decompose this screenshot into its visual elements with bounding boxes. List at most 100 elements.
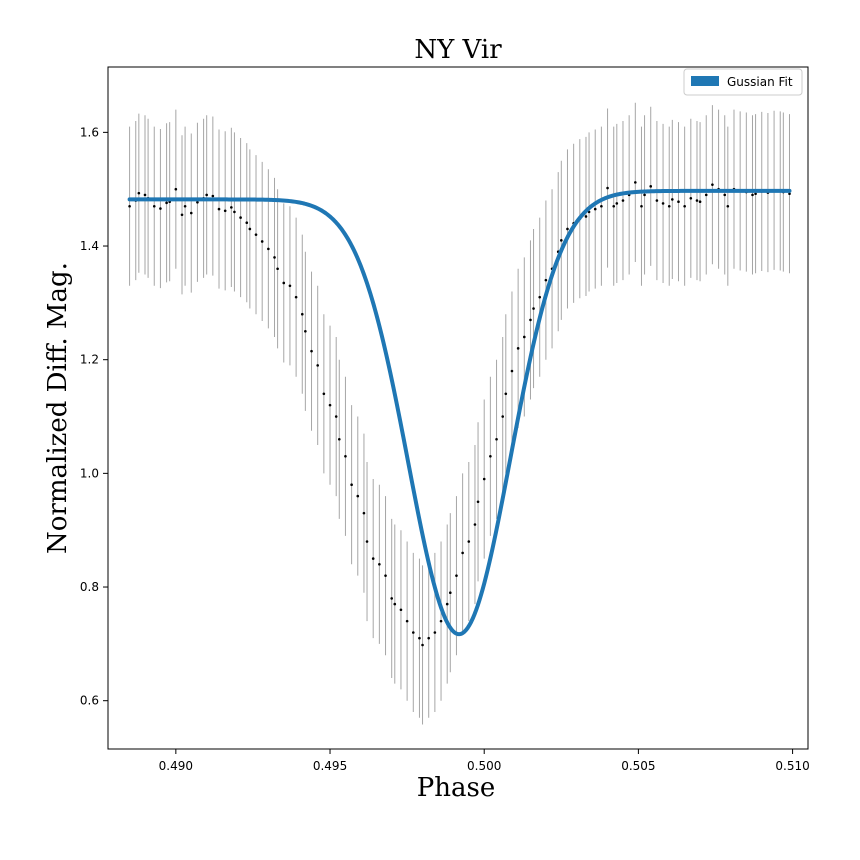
data-point — [544, 278, 548, 282]
legend-box — [683, 68, 803, 96]
data-point — [399, 608, 403, 612]
data-point — [584, 215, 588, 218]
data-point — [411, 631, 415, 634]
x-tick-label: 0.505 — [621, 759, 655, 773]
data-point — [334, 415, 338, 418]
data-point — [217, 207, 221, 211]
data-point — [316, 364, 319, 367]
x-axis-ticks: 0.490 0.495 0.500 0.505 0.510 — [159, 749, 810, 773]
data-point — [427, 636, 431, 640]
y-tick-label: 0.8 — [80, 580, 99, 594]
y-axis-label: Normalized Diff. Mag. — [43, 262, 73, 554]
data-point — [183, 204, 187, 208]
data-point — [455, 574, 458, 577]
data-point — [189, 211, 193, 215]
data-point — [378, 562, 381, 566]
data-point — [510, 369, 514, 373]
data-point — [205, 193, 208, 197]
data-point — [615, 202, 619, 205]
data-point — [643, 193, 646, 197]
data-point — [128, 204, 131, 208]
data-point — [384, 574, 387, 577]
data-point — [390, 597, 394, 600]
data-point — [405, 619, 409, 623]
data-point — [689, 196, 693, 200]
legend: Gussian Fit — [683, 68, 803, 96]
data-point — [661, 202, 665, 205]
data-point — [476, 500, 480, 504]
data-point — [362, 511, 366, 515]
data-point — [621, 199, 625, 202]
data-point — [711, 183, 714, 186]
data-point — [159, 207, 162, 210]
data-point — [560, 239, 563, 242]
data-point — [516, 347, 520, 350]
data-point — [165, 201, 168, 205]
data-point — [143, 193, 147, 197]
data-point — [276, 267, 279, 271]
data-point — [294, 295, 298, 299]
data-point — [300, 312, 304, 316]
data-point — [566, 227, 569, 231]
legend-label-fit: Gussian Fit — [727, 75, 793, 89]
y-tick-label: 1.2 — [80, 353, 99, 367]
data-point — [501, 415, 505, 418]
data-point — [174, 187, 178, 191]
data-point — [726, 204, 730, 208]
data-point — [393, 602, 397, 606]
y-tick-label: 1.0 — [80, 466, 99, 480]
data-point — [751, 193, 754, 197]
data-point — [538, 295, 542, 299]
data-point — [606, 186, 609, 190]
x-axis-label: Phase — [417, 773, 495, 803]
data-point — [304, 329, 307, 333]
data-point — [248, 227, 252, 231]
data-point — [350, 483, 353, 487]
plot-frame — [107, 66, 809, 750]
data-point — [445, 602, 449, 606]
data-point — [344, 455, 347, 458]
data-point — [522, 335, 526, 339]
data-point — [683, 204, 686, 208]
x-tick-label: 0.510 — [775, 759, 809, 773]
data-point — [239, 216, 242, 219]
data-point — [211, 194, 215, 198]
data-point — [328, 403, 332, 407]
data-point — [612, 204, 616, 208]
data-point — [754, 192, 757, 196]
data-point — [152, 204, 156, 208]
data-point — [593, 207, 597, 211]
data-point — [667, 204, 671, 208]
legend-swatch-fit — [691, 76, 719, 86]
data-point — [273, 256, 276, 259]
data-point — [233, 210, 236, 214]
data-point — [418, 636, 421, 640]
data-point — [467, 540, 471, 543]
data-point — [495, 437, 498, 441]
data-point — [677, 200, 680, 203]
data-point — [267, 247, 270, 251]
data-point — [704, 193, 708, 197]
chart-title: NY Vir — [414, 35, 502, 65]
y-tick-label: 1.4 — [80, 239, 99, 253]
data-point — [245, 221, 249, 225]
data-point — [788, 192, 791, 196]
data-point — [489, 455, 492, 458]
data-point — [461, 551, 464, 555]
data-point — [695, 199, 699, 202]
data-point — [504, 392, 508, 396]
data-point — [365, 540, 369, 543]
data-point — [223, 209, 227, 213]
data-point — [532, 307, 535, 310]
data-point — [671, 198, 674, 201]
data-point — [482, 477, 486, 481]
data-point — [439, 619, 443, 623]
data-point — [137, 191, 141, 195]
data-points — [128, 181, 791, 647]
data-point — [529, 318, 532, 322]
data-point — [322, 392, 326, 396]
x-tick-label: 0.495 — [313, 759, 347, 773]
data-point — [180, 213, 184, 217]
data-point — [723, 193, 727, 197]
